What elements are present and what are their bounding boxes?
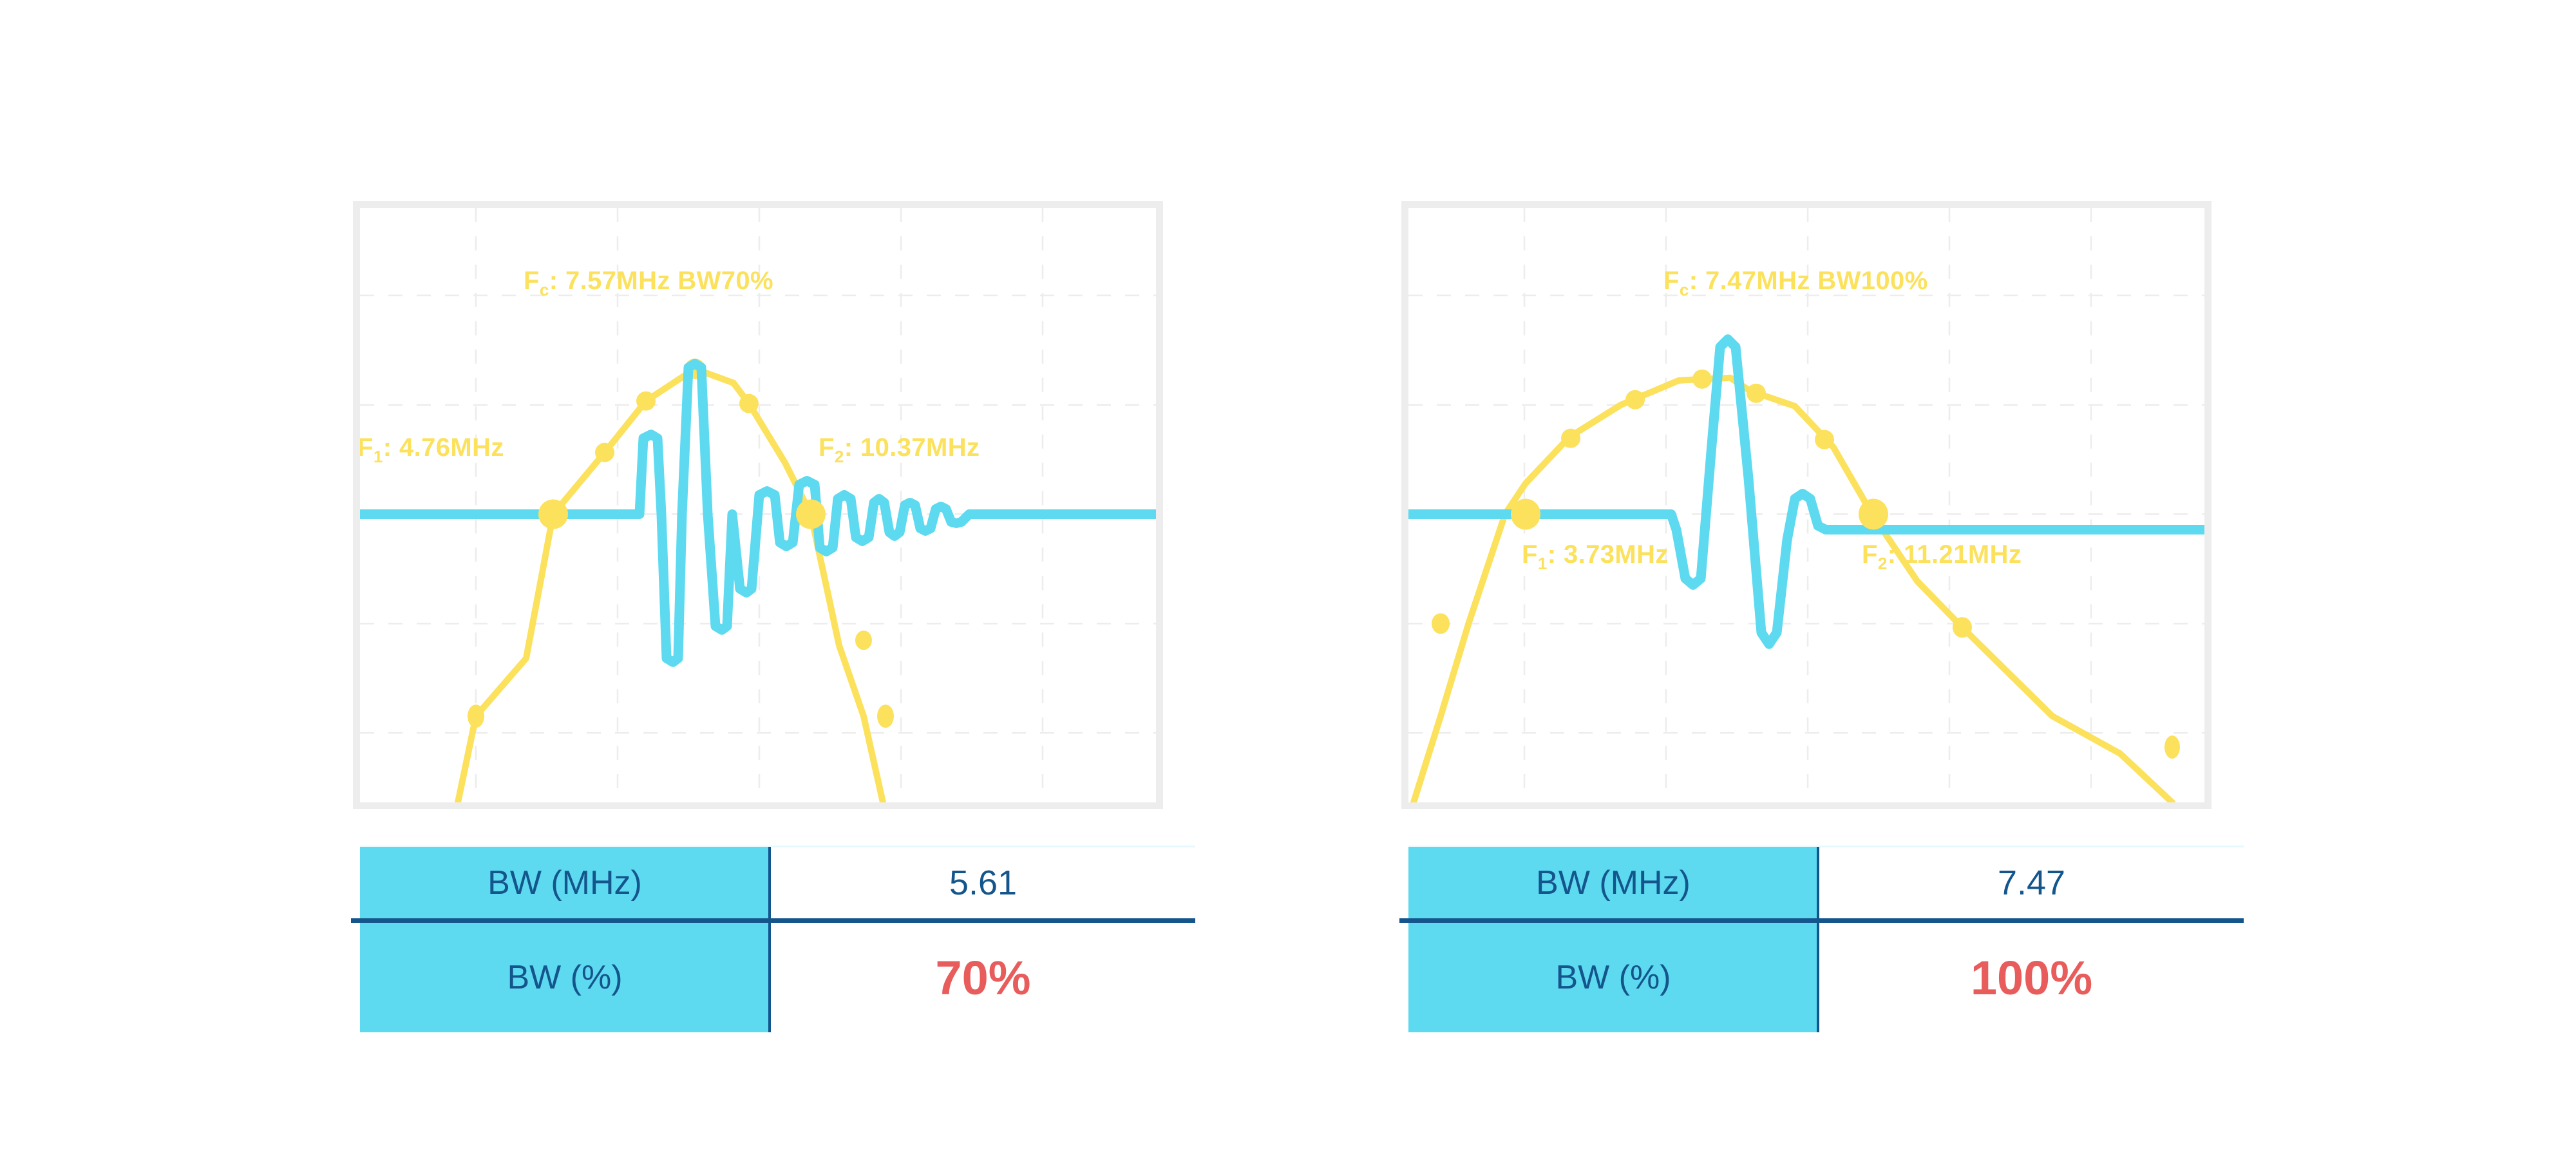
label-f2-left: F2: 10.37MHz: [819, 433, 980, 466]
plot-svg-left: [360, 208, 1156, 802]
table-horizontal-rule-right: [1399, 918, 2244, 923]
spectrum-curve-left: [455, 365, 886, 802]
bw-table-right: BW (MHz) 7.47 BW (%) 100%: [1399, 846, 2246, 1032]
spectrum-curve-right: [1410, 374, 2175, 802]
pulse-waveform-right: [1408, 334, 2204, 649]
table-row-label-bw-mhz-right: BW (MHz): [1536, 864, 1690, 902]
bandwidth-crossing-markers-right: [1511, 498, 1888, 530]
pulse-waveform-left: [360, 359, 1156, 667]
table-row-value-bw-percent-right: 100%: [1970, 951, 2093, 1005]
table-label-column-right: [1408, 847, 1818, 1032]
plot-area-right: Fc: 7.47MHz BW100% F1: 3.73MHz F2: 11.21…: [1408, 208, 2204, 802]
label-f2-right: F2: 11.21MHz: [1862, 540, 2022, 573]
table-vertical-rule-left: [768, 847, 771, 1032]
table-top-rule-left: [360, 846, 1195, 847]
bw-table-left: BW (MHz) 5.61 BW (%) 70%: [351, 846, 1197, 1032]
table-top-rule-right: [1408, 846, 2244, 847]
table-row-label-bw-percent-right: BW (%): [1555, 959, 1671, 996]
label-f1-left: F1: 4.76MHz: [360, 433, 504, 466]
plot-frame-left: Fc: 7.57MHz BW70% F1: 4.76MHz F2: 10.37M…: [353, 201, 1163, 809]
label-fc-right: Fc: 7.47MHz BW100%: [1663, 267, 1928, 299]
table-row-value-bw-percent-left: 70%: [935, 951, 1031, 1005]
panel-right: Fc: 7.47MHz BW100% F1: 3.73MHz F2: 11.21…: [1048, 0, 2336, 1154]
plot-area-left: Fc: 7.57MHz BW70% F1: 4.76MHz F2: 10.37M…: [360, 208, 1156, 802]
table-row-value-bw-mhz-left: 5.61: [949, 863, 1018, 902]
table-vertical-rule-right: [1817, 847, 1819, 1032]
bandwidth-crossing-markers-left: [538, 499, 826, 529]
plot-svg-right: [1408, 208, 2204, 802]
plot-frame-right: Fc: 7.47MHz BW100% F1: 3.73MHz F2: 11.21…: [1401, 201, 2211, 809]
table-row-value-bw-mhz-right: 7.47: [1997, 863, 2066, 902]
table-row-label-bw-percent-left: BW (%): [507, 959, 623, 996]
label-f1-right: F1: 3.73MHz: [1522, 540, 1669, 573]
panel-left: Fc: 7.57MHz BW70% F1: 4.76MHz F2: 10.37M…: [351, 201, 1197, 1032]
label-fc-left: Fc: 7.57MHz BW70%: [524, 267, 774, 299]
table-horizontal-rule-left: [351, 918, 1195, 923]
table-label-column-left: [360, 847, 770, 1032]
table-row-label-bw-mhz-left: BW (MHz): [488, 864, 642, 902]
